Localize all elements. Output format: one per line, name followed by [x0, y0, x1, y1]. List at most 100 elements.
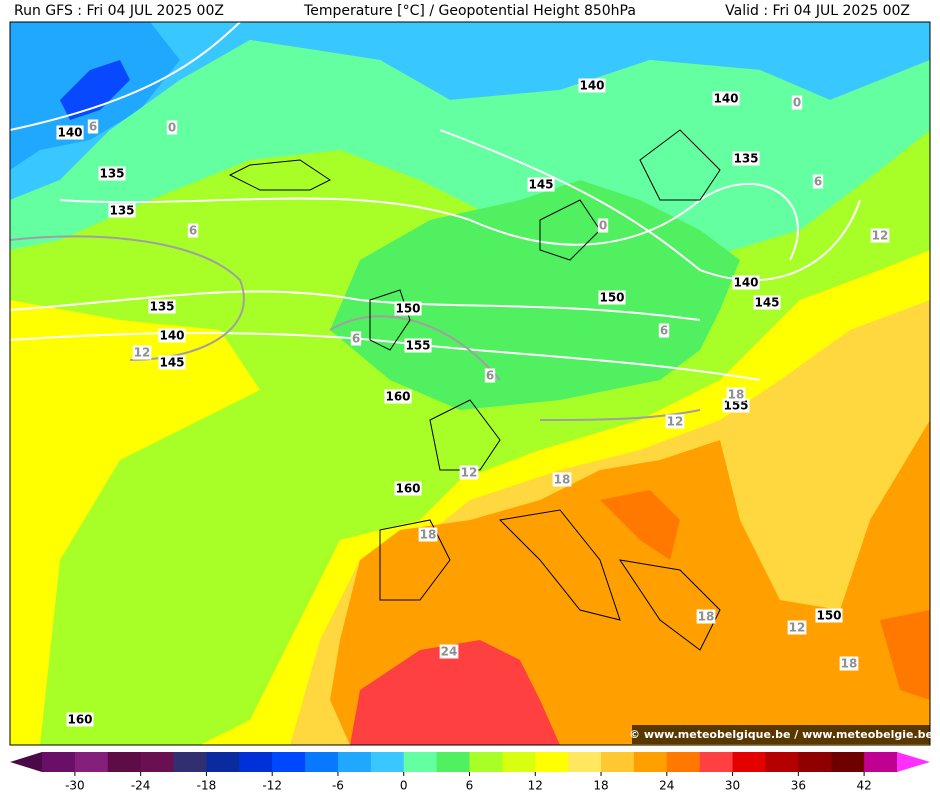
temperature-label-bg	[187, 223, 199, 238]
field	[350, 640, 560, 745]
watermark-bg	[632, 725, 930, 744]
temperature-label: 0	[599, 219, 607, 233]
height-label-bg	[404, 338, 432, 353]
colorbar-bin	[272, 752, 306, 772]
temperature-label-bg	[87, 119, 99, 134]
height-label: 135	[99, 167, 124, 181]
temperature-label: 6	[814, 175, 822, 189]
height-label-bg	[384, 389, 412, 404]
height-label: 150	[816, 609, 841, 623]
colorbar-bin	[140, 752, 175, 772]
height-label: 140	[579, 79, 604, 93]
colorbar-bin	[864, 752, 898, 772]
temperature-label-bg	[350, 331, 362, 346]
temperature-label: 18	[698, 610, 715, 624]
colorbar-bin	[699, 752, 734, 772]
field	[330, 180, 740, 410]
height-label-bg	[598, 290, 626, 305]
height-label: 160	[67, 713, 92, 727]
colorbar-bin	[666, 752, 701, 772]
contour-labels: 140 135 135 135 140 145 160 150 155 160 160 140 140 1…	[56, 78, 890, 727]
colorbar-bin	[305, 752, 339, 772]
field	[600, 490, 680, 560]
map-frame	[9, 21, 931, 746]
colorbar-tick-label: 24	[659, 779, 674, 793]
temperature-label: 6	[352, 332, 360, 346]
colorbar-tick-label: 30	[725, 779, 740, 793]
temperature-label-bg	[791, 95, 803, 110]
temperature-label-bg	[552, 472, 572, 487]
colorbar-bin	[765, 752, 799, 772]
height-label: 150	[599, 291, 624, 305]
field	[60, 60, 130, 120]
height-label: 145	[528, 178, 553, 192]
temperature-label-bg	[439, 644, 459, 659]
height-label: 155	[405, 339, 430, 353]
watermark: © www.meteobelgique.be / www.meteobelgie…	[629, 728, 933, 741]
height-contour	[10, 22, 799, 261]
height-label-bg	[732, 151, 760, 166]
height-label: 150	[395, 302, 420, 316]
height-label-bg	[722, 398, 750, 413]
colorbar-bin	[337, 752, 372, 772]
temperature-label-bg	[459, 465, 479, 480]
colorbar-tick-label: 42	[856, 779, 871, 793]
colorbar-bin	[732, 752, 766, 772]
height-label: 140	[733, 276, 758, 290]
colorbar-bin	[173, 752, 207, 772]
temperature-label: 24	[441, 645, 458, 659]
colorbar-tick-label: -30	[65, 779, 85, 793]
temperature-label: 18	[554, 473, 571, 487]
temperature-label: 12	[789, 621, 806, 635]
field	[10, 40, 930, 260]
temperature-label-bg	[658, 323, 670, 338]
temperature-label: 0	[168, 121, 176, 135]
colorbar-bin	[107, 752, 142, 772]
height-label: 140	[57, 126, 82, 140]
height-label-bg	[732, 275, 760, 290]
colorbar-tick-label: -24	[131, 779, 151, 793]
colorbar-tick-label: 12	[528, 779, 543, 793]
height-label-bg	[815, 608, 843, 623]
colorbar-bin	[831, 752, 865, 772]
colorbar-bin	[469, 752, 503, 772]
temperature-label: 12	[667, 415, 684, 429]
temperature-contour	[10, 235, 701, 421]
temperature-label: 6	[660, 324, 668, 338]
colorbar-tick-label: -6	[332, 779, 344, 793]
height-label-bg	[158, 355, 186, 370]
colorbar-tick-label: 36	[791, 779, 806, 793]
height-label: 135	[109, 204, 134, 218]
height-contour	[439, 129, 861, 282]
temperature-label-bg	[839, 656, 859, 671]
height-label-bg	[98, 166, 126, 181]
coastline	[228, 129, 721, 651]
height-label: 140	[713, 92, 738, 106]
colorbar-bin	[633, 752, 668, 772]
temperature-label: 0	[793, 96, 801, 110]
temperature-label-bg	[132, 345, 152, 360]
temperature-label-bg	[870, 228, 890, 243]
temperature-label: 6	[89, 120, 97, 134]
height-label-bg	[753, 295, 781, 310]
height-label-bg	[108, 203, 136, 218]
colorbar-tick-label: 6	[466, 779, 474, 793]
temperature-label-bg	[726, 387, 746, 402]
temperature-label-bg	[787, 620, 807, 635]
temperature-label-bg	[812, 174, 824, 189]
colorbar: -30 -24 -18 -12 -6 0 6 12 18 24 30 36 42	[10, 752, 930, 793]
height-label-bg	[712, 91, 740, 106]
temperature-label: 18	[420, 528, 437, 542]
height-label: 145	[754, 296, 779, 310]
height-label-bg	[578, 78, 606, 93]
colorbar-bin	[601, 752, 635, 772]
colorbar-bin	[403, 752, 438, 772]
temperature-label-bg	[484, 368, 496, 383]
temperature-label-bg	[665, 414, 685, 429]
height-label: 135	[733, 152, 758, 166]
colorbar-bin	[74, 752, 109, 772]
colorbar-bin	[42, 752, 76, 772]
colorbar-tick-label: -12	[262, 779, 282, 793]
colorbar-bin	[502, 752, 536, 772]
